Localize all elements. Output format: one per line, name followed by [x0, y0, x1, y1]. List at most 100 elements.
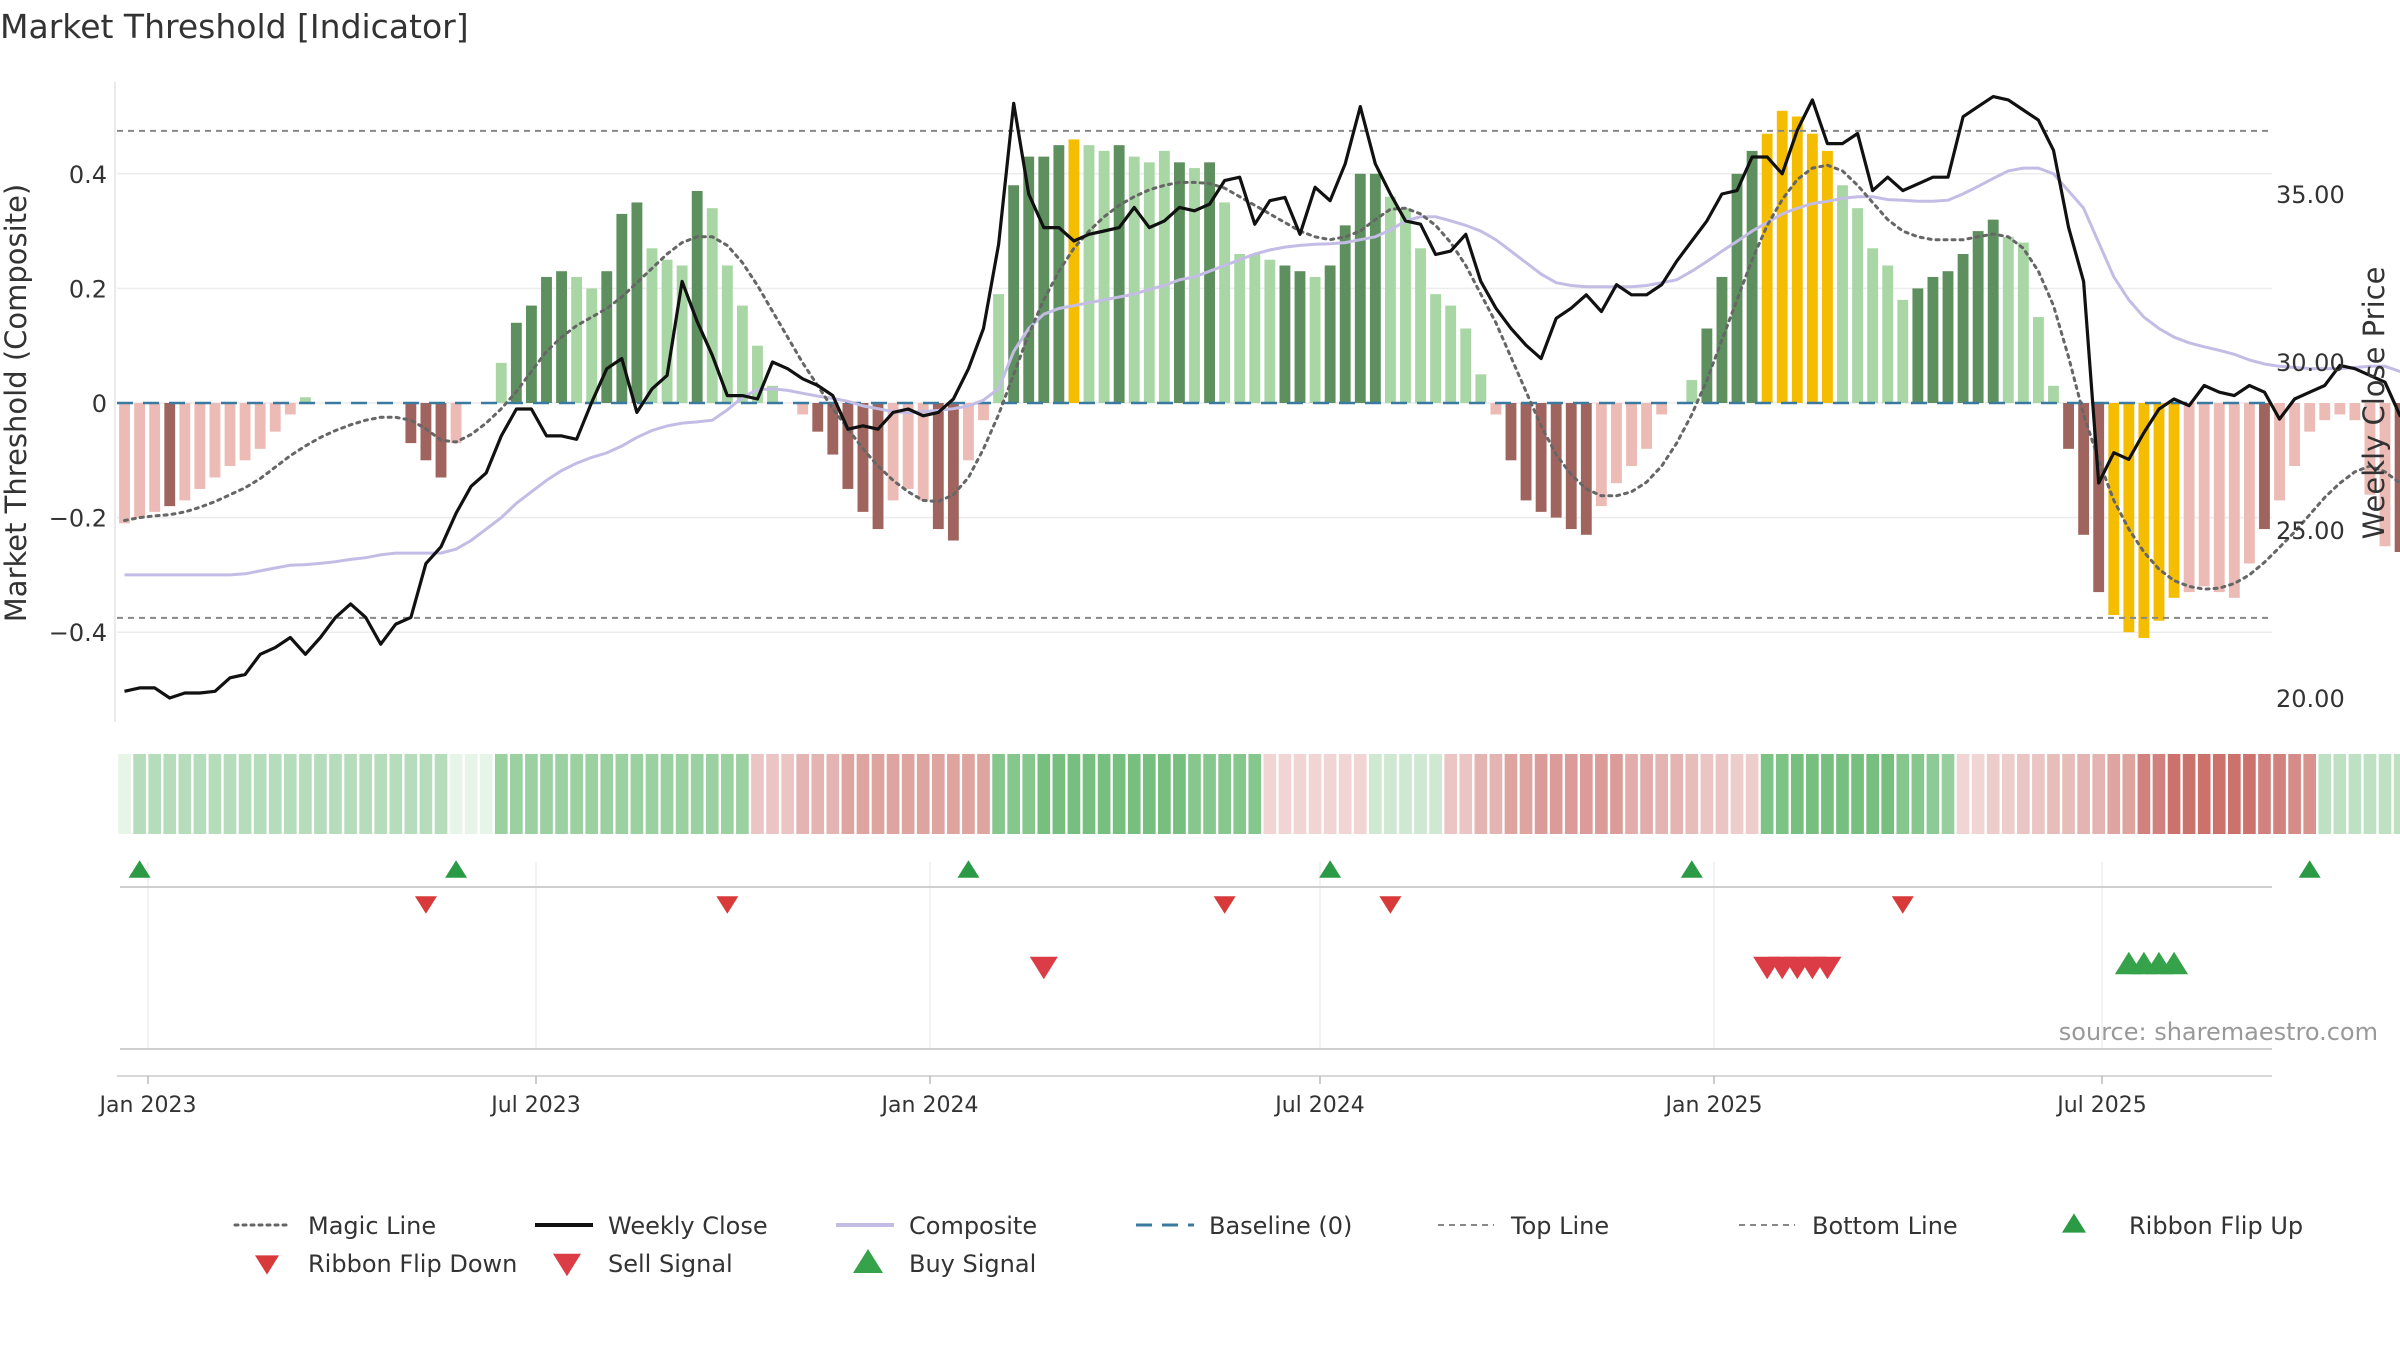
ribbon-cell — [299, 754, 312, 834]
ribbon-cell — [2092, 754, 2106, 834]
threshold-bar — [631, 202, 643, 403]
ribbon-cell — [2122, 754, 2136, 834]
threshold-bar — [1912, 288, 1924, 403]
ribbon-cell — [1112, 754, 1126, 834]
threshold-bar — [586, 288, 598, 403]
threshold-bar — [1460, 328, 1472, 403]
ribbon-strip — [118, 754, 2400, 834]
ribbon-cell — [223, 754, 237, 834]
ribbon-cell — [2303, 754, 2317, 834]
x-tick-label: Jul 2023 — [489, 1093, 581, 1118]
threshold-bar — [1897, 299, 1909, 403]
ribbon-cell — [2212, 754, 2226, 834]
threshold-bar — [525, 305, 537, 403]
threshold-bar — [2138, 403, 2150, 638]
ribbon-cell — [645, 754, 659, 834]
threshold-bar — [1369, 173, 1381, 403]
threshold-bar — [2017, 242, 2029, 403]
threshold-bar — [1837, 185, 1848, 403]
ribbon-cell — [449, 754, 463, 834]
threshold-bar — [1128, 156, 1140, 403]
threshold-bar — [2274, 403, 2285, 501]
ribbon-cell — [359, 754, 372, 834]
threshold-bar — [1158, 150, 1170, 403]
ribbon-cell — [1414, 754, 1427, 834]
threshold-bar — [510, 322, 522, 403]
threshold-bar — [2153, 403, 2165, 621]
ribbon-cell — [1700, 754, 1714, 834]
threshold-bar — [947, 403, 959, 541]
ribbon-cell — [344, 754, 357, 834]
ribbon-cell — [268, 754, 282, 834]
threshold-bar — [932, 403, 944, 530]
ribbon-flip-up-marker — [1680, 860, 1703, 878]
ribbon-cell — [2137, 754, 2151, 834]
ribbon-flip-down-marker — [1379, 896, 1402, 914]
threshold-bar — [1113, 145, 1125, 403]
legend-item: Sell Signal — [553, 1250, 733, 1278]
threshold-bar — [1083, 145, 1095, 403]
ribbon-cell — [1218, 754, 1231, 834]
threshold-bar — [149, 403, 161, 512]
threshold-bar — [1445, 305, 1457, 403]
threshold-bar — [1972, 231, 1984, 403]
threshold-bar — [2364, 403, 2376, 495]
ribbon-cell — [2393, 754, 2400, 834]
ribbon-cell — [1369, 754, 1382, 834]
threshold-bar — [1701, 328, 1713, 403]
threshold-bar — [1550, 403, 1562, 518]
threshold-bar — [1505, 403, 1517, 461]
ribbon-cell — [1790, 754, 1804, 834]
threshold-bar — [2002, 236, 2014, 403]
ribbon-cell — [2197, 754, 2211, 834]
threshold-bar — [2243, 403, 2255, 564]
ribbon-cell — [329, 754, 342, 834]
ribbon-cell — [133, 754, 146, 834]
ribbon-flip-up-marker — [128, 860, 151, 878]
ribbon-cell — [1188, 754, 1201, 834]
threshold-bar — [1806, 133, 1818, 403]
legend-label: Magic Line — [308, 1212, 436, 1240]
left-tick-label: −0.2 — [49, 505, 107, 533]
threshold-bar — [1143, 162, 1155, 403]
threshold-bar — [1264, 259, 1276, 403]
ribbon-cell — [163, 754, 177, 834]
ribbon-cell — [2258, 754, 2271, 834]
ribbon-flip-up-marker — [445, 860, 468, 878]
ribbon-cell — [796, 754, 810, 834]
ribbon-cell — [766, 754, 779, 834]
threshold-bar — [1068, 139, 1080, 404]
ribbon-cell — [2227, 754, 2241, 834]
ribbon-cell — [1549, 754, 1563, 834]
sell-signal-marker — [1813, 956, 1842, 980]
left-tick-label: −0.4 — [49, 619, 107, 647]
ribbon-cell — [1685, 754, 1699, 834]
ribbon-cell — [886, 754, 900, 834]
threshold-bar — [1294, 271, 1306, 403]
ribbon-cell — [374, 754, 388, 834]
ribbon-cell — [434, 754, 448, 834]
threshold-bars — [119, 110, 2400, 638]
source-note: source: sharemaestro.com — [2059, 1018, 2378, 1046]
ribbon-cell — [1866, 754, 1879, 834]
ribbon-flip-up-marker — [2298, 860, 2321, 878]
threshold-bar — [1249, 254, 1261, 403]
ribbon-cell — [1836, 754, 1849, 834]
legend-swatch — [853, 1249, 883, 1273]
ribbon-cell — [630, 754, 644, 834]
left-tick-label: 0.4 — [69, 161, 107, 189]
threshold-bar — [1008, 185, 1020, 403]
legend-label: Weekly Close — [608, 1212, 768, 1240]
legend-swatch — [553, 1253, 581, 1277]
ribbon-cell — [1278, 754, 1292, 834]
threshold-bar — [2304, 403, 2316, 432]
threshold-bar — [1957, 254, 1969, 403]
threshold-bar — [1189, 168, 1200, 403]
threshold-bar — [2334, 403, 2346, 415]
threshold-bar — [752, 345, 763, 403]
ribbon-cell — [238, 754, 252, 834]
threshold-bar — [1384, 196, 1396, 403]
threshold-bar — [1234, 254, 1246, 403]
threshold-bar — [1475, 374, 1487, 403]
threshold-bar — [1400, 208, 1411, 403]
